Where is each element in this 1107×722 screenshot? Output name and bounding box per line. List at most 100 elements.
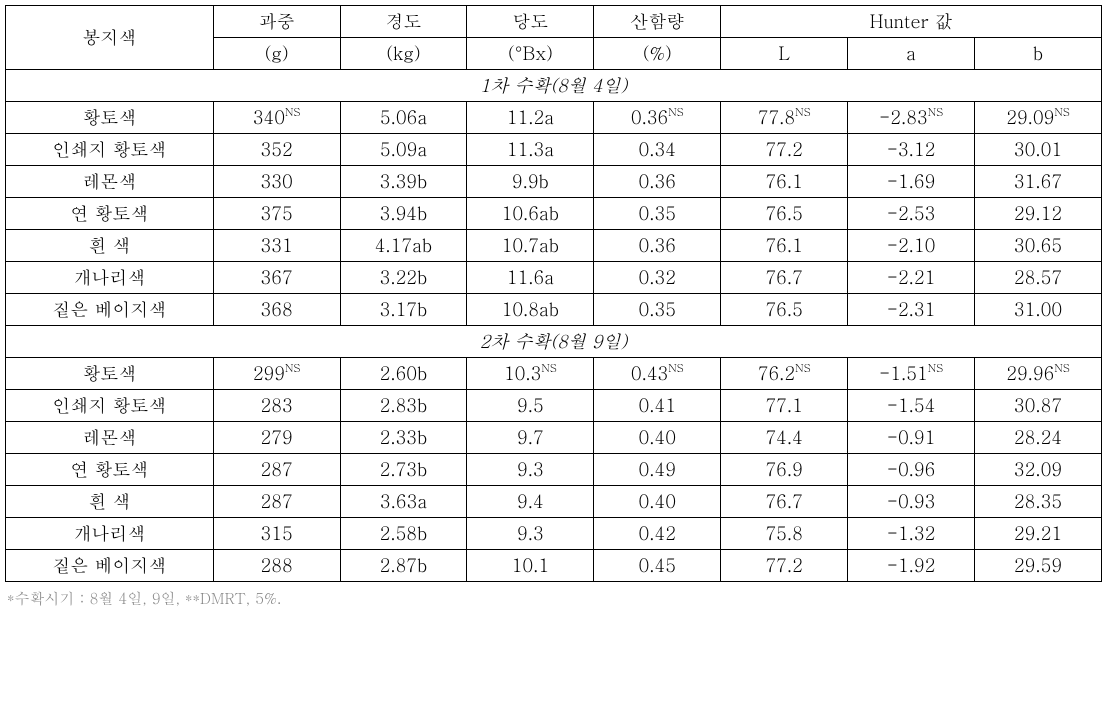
table-cell: 3.22b bbox=[340, 262, 467, 294]
table-cell: 11.2a bbox=[467, 102, 594, 134]
table-cell: 3.63a bbox=[340, 486, 467, 518]
table-cell: 10.8ab bbox=[467, 294, 594, 326]
table-cell: 10.3NS bbox=[467, 358, 594, 390]
table-cell: 283 bbox=[213, 390, 340, 422]
header-firmness: 경도 bbox=[340, 6, 467, 38]
table-cell: 77.8NS bbox=[721, 102, 848, 134]
table-cell: 10.7ab bbox=[467, 230, 594, 262]
table-cell: 29.09NS bbox=[975, 102, 1102, 134]
table-cell: 74.4 bbox=[721, 422, 848, 454]
header-acid-unit: (%) bbox=[594, 38, 721, 70]
table-cell: 5.06a bbox=[340, 102, 467, 134]
bag-color-cell: 연 황토색 bbox=[6, 454, 214, 486]
table-cell: 10.1 bbox=[467, 550, 594, 582]
table-cell: -1.32 bbox=[848, 518, 975, 550]
table-row: 인쇄지 황토색3525.09a11.3a0.3477.2-3.1230.01 bbox=[6, 134, 1102, 166]
bag-color-cell: 흰 색 bbox=[6, 486, 214, 518]
table-cell: -1.92 bbox=[848, 550, 975, 582]
bag-color-cell: 짙은 베이지색 bbox=[6, 294, 214, 326]
table-cell: 76.1 bbox=[721, 230, 848, 262]
table-cell: 375 bbox=[213, 198, 340, 230]
table-cell: 4.17ab bbox=[340, 230, 467, 262]
table-row: 짙은 베이지색2882.87b10.10.4577.2-1.9229.59 bbox=[6, 550, 1102, 582]
header-sugar: 당도 bbox=[467, 6, 594, 38]
table-cell: 77.1 bbox=[721, 390, 848, 422]
table-cell: 75.8 bbox=[721, 518, 848, 550]
table-cell: -0.93 bbox=[848, 486, 975, 518]
table-cell: 76.2NS bbox=[721, 358, 848, 390]
table-cell: 76.5 bbox=[721, 294, 848, 326]
table-cell: 0.36 bbox=[594, 166, 721, 198]
header-weight: 과중 bbox=[213, 6, 340, 38]
table-row: 연 황토색3753.94b10.6ab0.3576.5-2.5329.12 bbox=[6, 198, 1102, 230]
table-cell: 11.6a bbox=[467, 262, 594, 294]
table-cell: 352 bbox=[213, 134, 340, 166]
table-cell: 76.5 bbox=[721, 198, 848, 230]
table-cell: 2.73b bbox=[340, 454, 467, 486]
table-cell: 11.3a bbox=[467, 134, 594, 166]
header-hunter-b: b bbox=[975, 38, 1102, 70]
data-table: 봉지색 과중 경도 당도 산함량 Hunter 값 (g) (kg) (°Bx)… bbox=[5, 5, 1102, 582]
bag-color-cell: 개나리색 bbox=[6, 518, 214, 550]
table-cell: 28.24 bbox=[975, 422, 1102, 454]
table-cell: 77.2 bbox=[721, 550, 848, 582]
table-cell: -2.10 bbox=[848, 230, 975, 262]
table-cell: -2.53 bbox=[848, 198, 975, 230]
bag-color-cell: 개나리색 bbox=[6, 262, 214, 294]
table-row: 레몬색3303.39b9.9b0.3676.1-1.6931.67 bbox=[6, 166, 1102, 198]
table-cell: 29.59 bbox=[975, 550, 1102, 582]
bag-color-cell: 황토색 bbox=[6, 102, 214, 134]
table-row: 연 황토색2872.73b9.30.4976.9-0.9632.09 bbox=[6, 454, 1102, 486]
table-cell: -0.91 bbox=[848, 422, 975, 454]
table-cell: 9.9b bbox=[467, 166, 594, 198]
table-cell: -0.96 bbox=[848, 454, 975, 486]
table-cell: 31.00 bbox=[975, 294, 1102, 326]
table-cell: 9.5 bbox=[467, 390, 594, 422]
table-cell: 0.40 bbox=[594, 486, 721, 518]
table-cell: 3.94b bbox=[340, 198, 467, 230]
section-row: 1차 수확(8월 4일) bbox=[6, 70, 1102, 102]
bag-color-cell: 레몬색 bbox=[6, 166, 214, 198]
table-cell: 30.87 bbox=[975, 390, 1102, 422]
table-cell: 29.21 bbox=[975, 518, 1102, 550]
table-cell: 77.2 bbox=[721, 134, 848, 166]
table-cell: 0.34 bbox=[594, 134, 721, 166]
section-row: 2차 수확(8월 9일) bbox=[6, 326, 1102, 358]
table-cell: 76.7 bbox=[721, 262, 848, 294]
table-row: 흰 색3314.17ab10.7ab0.3676.1-2.1030.65 bbox=[6, 230, 1102, 262]
table-cell: 0.41 bbox=[594, 390, 721, 422]
section-title: 1차 수확(8월 4일) bbox=[6, 70, 1102, 102]
table-row: 인쇄지 황토색2832.83b9.50.4177.1-1.5430.87 bbox=[6, 390, 1102, 422]
bag-color-cell: 레몬색 bbox=[6, 422, 214, 454]
table-cell: 2.33b bbox=[340, 422, 467, 454]
table-cell: 28.35 bbox=[975, 486, 1102, 518]
table-cell: 76.7 bbox=[721, 486, 848, 518]
table-row: 개나리색3152.58b9.30.4275.8-1.3229.21 bbox=[6, 518, 1102, 550]
footnote: *수확시기 : 8월 4일, 9일, **DMRT, 5%. bbox=[5, 588, 1102, 609]
header-hunter-a: a bbox=[848, 38, 975, 70]
table-cell: 331 bbox=[213, 230, 340, 262]
table-cell: -1.54 bbox=[848, 390, 975, 422]
table-cell: 9.3 bbox=[467, 454, 594, 486]
table-cell: 31.67 bbox=[975, 166, 1102, 198]
header-hunter: Hunter 값 bbox=[721, 6, 1102, 38]
header-row-1: 봉지색 과중 경도 당도 산함량 Hunter 값 bbox=[6, 6, 1102, 38]
table-cell: 0.42 bbox=[594, 518, 721, 550]
table-cell: 29.12 bbox=[975, 198, 1102, 230]
bag-color-cell: 황토색 bbox=[6, 358, 214, 390]
table-cell: 0.36 bbox=[594, 230, 721, 262]
table-row: 황토색340NS5.06a11.2a0.36NS77.8NS-2.83NS29.… bbox=[6, 102, 1102, 134]
table-cell: 10.6ab bbox=[467, 198, 594, 230]
table-cell: 0.35 bbox=[594, 198, 721, 230]
table-cell: 30.01 bbox=[975, 134, 1102, 166]
table-cell: 287 bbox=[213, 454, 340, 486]
table-cell: 9.3 bbox=[467, 518, 594, 550]
table-cell: 287 bbox=[213, 486, 340, 518]
table-cell: -1.69 bbox=[848, 166, 975, 198]
bag-color-cell: 흰 색 bbox=[6, 230, 214, 262]
table-cell: 3.17b bbox=[340, 294, 467, 326]
table-cell: -3.12 bbox=[848, 134, 975, 166]
table-cell: 2.83b bbox=[340, 390, 467, 422]
section-title: 2차 수확(8월 9일) bbox=[6, 326, 1102, 358]
table-cell: 0.40 bbox=[594, 422, 721, 454]
